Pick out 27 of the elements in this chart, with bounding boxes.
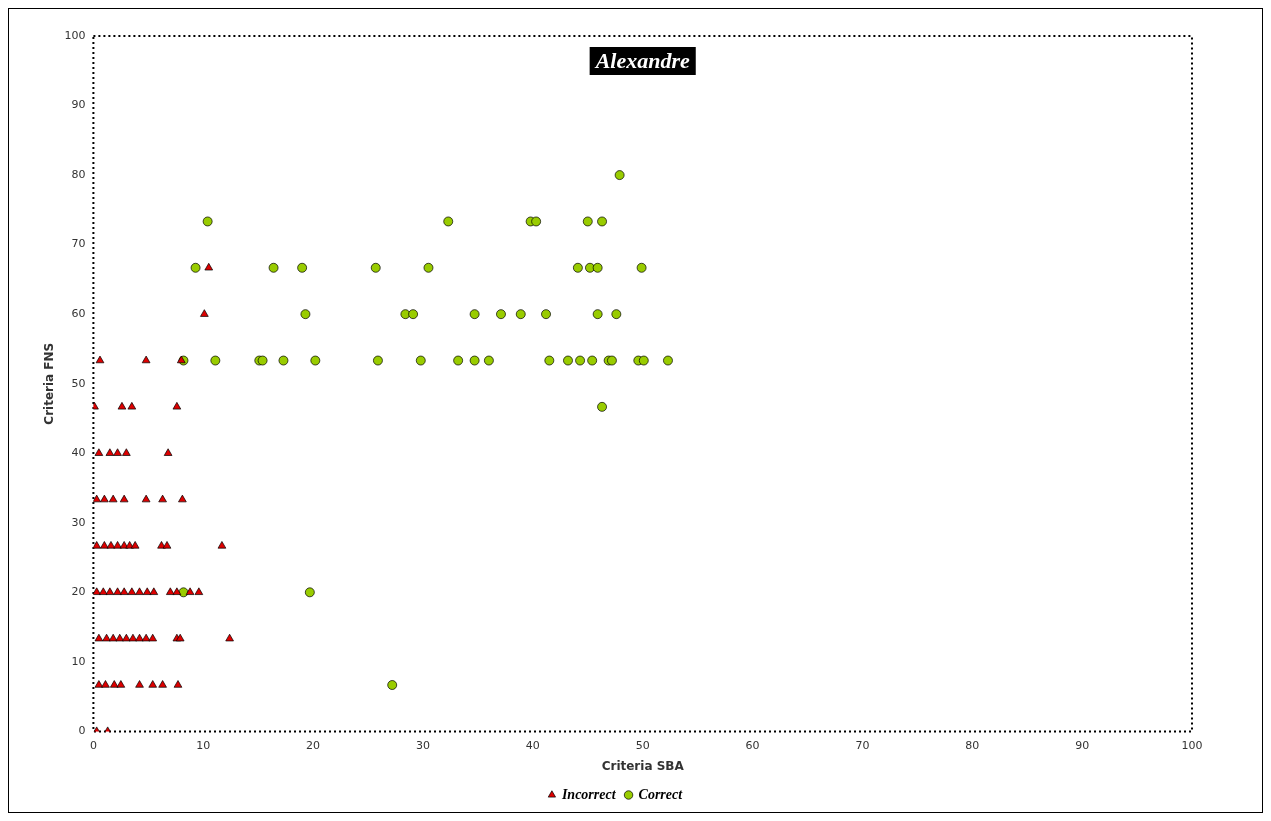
y-tick-label: 50: [71, 376, 86, 390]
y-axis-title: Criteria FNS: [42, 342, 57, 425]
y-tick-label: 60: [71, 307, 86, 321]
y-tick-label: 90: [71, 98, 86, 112]
x-tick-label: 10: [196, 738, 211, 752]
y-tick-label: 80: [71, 167, 86, 181]
x-tick-label: 70: [855, 738, 870, 752]
y-tick-label: 0: [78, 724, 86, 738]
x-tick-label: 90: [1075, 738, 1090, 752]
text: Alexandre: [593, 47, 690, 73]
x-tick-label: 60: [745, 738, 760, 752]
y-tick-label: 30: [71, 515, 86, 529]
y-tick-label: 70: [71, 237, 86, 251]
x-tick-label: 50: [635, 738, 650, 752]
x-tick-label: 0: [89, 738, 97, 752]
legend-label: Correct: [638, 786, 684, 802]
y-tick-label: 20: [71, 585, 86, 599]
x-tick-label: 100: [1181, 738, 1203, 752]
x-tick-label: 40: [525, 738, 540, 752]
legend-label: Incorrect: [560, 786, 617, 802]
y-tick-label: 40: [71, 446, 86, 460]
x-axis-title: Criteria SBA: [601, 758, 685, 773]
x-tick-label: 80: [965, 738, 980, 752]
x-tick-label: 20: [306, 738, 321, 752]
y-tick-label: 100: [64, 28, 86, 42]
y-tick-label: 10: [71, 654, 86, 668]
x-tick-label: 30: [415, 738, 430, 752]
